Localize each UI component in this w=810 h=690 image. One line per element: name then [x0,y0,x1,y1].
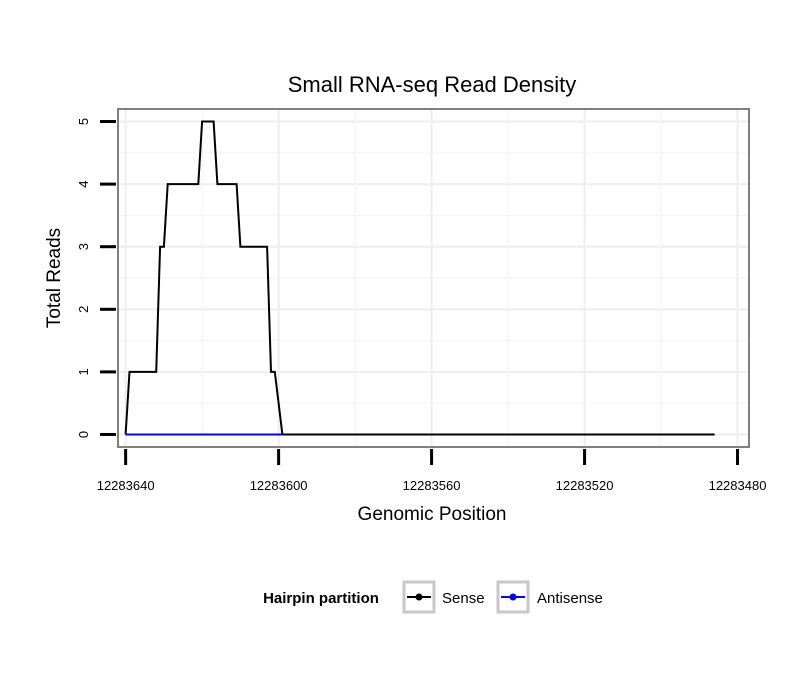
legend-marker-sense [415,593,423,601]
x-axis-title: Genomic Position [358,504,507,525]
legend-label-sense: Sense [442,590,485,607]
legend-marker-antisense [509,593,517,601]
x-tick-label: 12283560 [403,478,461,493]
x-tick-label: 12283520 [556,478,614,493]
series-layer [124,120,715,436]
x-tick-label: 12283640 [97,478,155,493]
legend-label-antisense: Antisense [537,590,603,607]
y-axis-title: Total Reads [44,228,65,328]
y-tick-label: 1 [76,368,91,375]
series-line-sense [124,120,715,436]
legend-title: Hairpin partition [263,590,379,607]
y-tick-label: 3 [76,243,91,250]
y-tick-label: 0 [76,431,91,438]
legend: Hairpin partition Sense Antisense [263,580,603,614]
legend-item-antisense: Antisense [496,580,603,614]
y-tick-label: 2 [76,306,91,313]
grid-layer [118,109,749,447]
x-tick-label: 12283600 [250,478,308,493]
plot-panel-border [117,108,750,448]
chart-title: Small RNA-seq Read Density [288,72,577,97]
x-tick-label: 12283480 [709,478,767,493]
y-tick-label: 4 [76,180,91,187]
y-tick-label: 5 [76,118,91,125]
axis-layer: 0 1 2 3 4 5 12283640 12283600 12283560 12283520 12… [76,118,766,493]
legend-item-sense: Sense [402,580,485,614]
